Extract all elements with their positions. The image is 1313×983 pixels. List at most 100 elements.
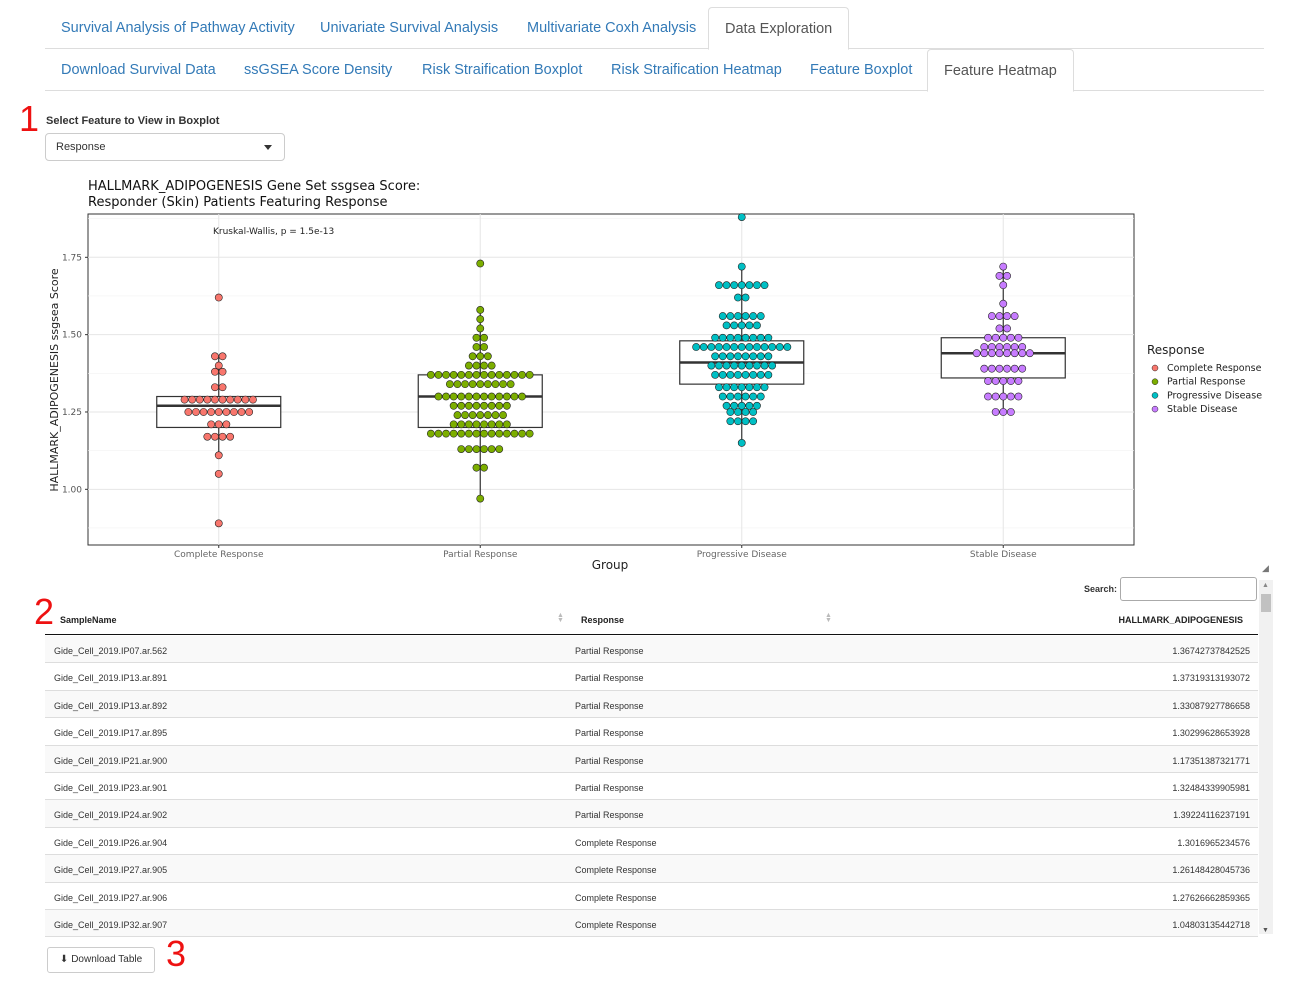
- scroll-up-icon[interactable]: ▲: [1262, 582, 1269, 589]
- tab-ssgsea-score-density[interactable]: ssGSEA Score Density: [244, 62, 393, 78]
- download-table-label: Download Table: [71, 954, 143, 965]
- cell-response: Partial Response: [575, 673, 644, 684]
- data-point: [991, 333, 1000, 342]
- data-point: [718, 333, 727, 342]
- feature-select[interactable]: Response: [45, 133, 285, 161]
- column-header-hallmark-adipogenesis[interactable]: HALLMARK_ADIPOGENESIS: [1118, 615, 1243, 625]
- data-point: [472, 392, 481, 401]
- data-point: [495, 429, 504, 438]
- table-search-input[interactable]: [1120, 577, 1257, 601]
- data-point: [487, 361, 496, 370]
- data-point: [483, 380, 492, 389]
- data-point: [518, 429, 526, 438]
- data-point: [726, 417, 735, 426]
- data-point: [741, 408, 750, 416]
- stat-annotation: Kruskal-Wallis, p = 1.5e-13: [213, 227, 334, 237]
- table-row[interactable]: Gide_Cell_2019.IP26.ar.904 Complete Respo…: [45, 828, 1258, 856]
- data-point: [245, 408, 254, 416]
- tab-download-survival-data[interactable]: Download Survival Data: [61, 62, 216, 78]
- data-point: [442, 370, 450, 379]
- table-row[interactable]: Gide_Cell_2019.IP23.ar.901 Partial Respon…: [45, 773, 1258, 801]
- data-point: [502, 392, 511, 401]
- table-row[interactable]: Gide_Cell_2019.IP17.ar.895 Partial Respon…: [45, 718, 1258, 746]
- data-point: [734, 408, 742, 416]
- data-point: [1006, 377, 1015, 385]
- tab-risk-stratification-heatmap[interactable]: Risk Straification Heatmap: [611, 62, 782, 78]
- resize-handle-icon[interactable]: ◢: [1262, 563, 1269, 573]
- table-row[interactable]: Gide_Cell_2019.IP27.ar.906 Complete Respo…: [45, 883, 1258, 910]
- data-point: [726, 312, 735, 320]
- tab-multivariate-coxh[interactable]: Multivariate Coxh Analysis: [527, 20, 697, 36]
- data-point: [756, 392, 765, 401]
- data-point: [214, 408, 223, 416]
- tab-feature-heatmap[interactable]: Feature Heatmap: [927, 49, 1074, 92]
- table-row[interactable]: Gide_Cell_2019.IP13.ar.891 Partial Respon…: [45, 663, 1258, 691]
- data-point: [995, 271, 1004, 280]
- data-point: [495, 401, 504, 410]
- cell-score: 1.17351387321771: [1172, 755, 1250, 766]
- data-point: [749, 408, 758, 416]
- tab-risk-stratification-boxplot[interactable]: Risk Straification Boxplot: [422, 62, 583, 78]
- data-point: [480, 445, 488, 454]
- data-point: [745, 343, 754, 351]
- column-header-response[interactable]: Response: [581, 615, 625, 625]
- x-axis-label: Group: [592, 558, 629, 572]
- data-point: [980, 364, 989, 373]
- data-point: [199, 408, 208, 416]
- data-point: [222, 408, 231, 416]
- download-table-button[interactable]: ⬇ Download Table: [47, 947, 155, 973]
- point-layer: [180, 213, 1034, 528]
- data-point: [214, 361, 223, 370]
- tab-data-exploration[interactable]: Data Exploration: [708, 7, 850, 50]
- data-point: [753, 361, 761, 370]
- scroll-down-icon[interactable]: ▼: [1262, 927, 1269, 934]
- cell-score: 1.04803135442718: [1172, 919, 1250, 930]
- table-row[interactable]: Gide_Cell_2019.IP24.ar.902 Partial Respon…: [45, 800, 1258, 828]
- data-point: [180, 395, 189, 404]
- table-row[interactable]: Gide_Cell_2019.IP32.ar.907 Complete Respo…: [45, 909, 1258, 937]
- data-point: [218, 367, 227, 376]
- data-point: [472, 370, 481, 379]
- table-row[interactable]: Gide_Cell_2019.IP27.ar.905 Complete Respo…: [45, 855, 1258, 883]
- data-point: [734, 352, 742, 361]
- data-point: [1010, 349, 1019, 358]
- table-row[interactable]: Gide_Cell_2019.IP13.ar.892 Partial Respon…: [45, 690, 1258, 719]
- data-point: [249, 395, 257, 404]
- table-row[interactable]: Gide_Cell_2019.IP21.ar.900 Partial Respon…: [45, 745, 1258, 773]
- data-point: [472, 445, 481, 454]
- table-scrollbar[interactable]: ▲ ▼: [1259, 580, 1273, 934]
- data-point: [491, 411, 500, 419]
- sort-icon[interactable]: ▲ ▼: [825, 612, 832, 624]
- column-header-samplename[interactable]: SampleName: [60, 615, 117, 625]
- cell-samplename: Gide_Cell_2019.IP27.ar.906: [54, 892, 168, 903]
- cell-score: 1.27626662859365: [1172, 892, 1250, 903]
- tab-feature-boxplot[interactable]: Feature Boxplot: [810, 62, 913, 78]
- sort-icon[interactable]: ▲ ▼: [557, 612, 564, 624]
- data-point: [711, 370, 720, 379]
- scrollbar-thumb[interactable]: [1261, 594, 1271, 612]
- table-row[interactable]: Gide_Cell_2019.IP07.ar.562 Partial Respon…: [45, 636, 1258, 664]
- data-point: [984, 333, 992, 342]
- data-point: [737, 213, 746, 221]
- data-point: [741, 312, 750, 320]
- data-point: [487, 445, 496, 454]
- data-point: [741, 417, 750, 426]
- data-point: [726, 333, 735, 342]
- data-point: [722, 343, 731, 351]
- x-tick-label: Complete Response: [174, 550, 264, 560]
- data-point: [760, 361, 769, 370]
- cell-score: 1.39224116237191: [1173, 810, 1250, 821]
- data-point: [1006, 408, 1015, 416]
- data-point: [464, 361, 473, 370]
- cell-response: Partial Response: [575, 810, 644, 821]
- data-point: [502, 370, 511, 379]
- data-point: [218, 432, 227, 441]
- y-tick-label: 1.75: [62, 253, 82, 263]
- tab-univariate-survival[interactable]: Univariate Survival Analysis: [320, 20, 499, 36]
- y-tick-label: 1.00: [62, 485, 82, 495]
- tab-survival-analysis-pathway[interactable]: Survival Analysis of Pathway Activity: [61, 20, 295, 36]
- data-point: [461, 380, 469, 389]
- data-point: [476, 380, 485, 389]
- data-point: [457, 420, 466, 429]
- data-point: [722, 401, 731, 410]
